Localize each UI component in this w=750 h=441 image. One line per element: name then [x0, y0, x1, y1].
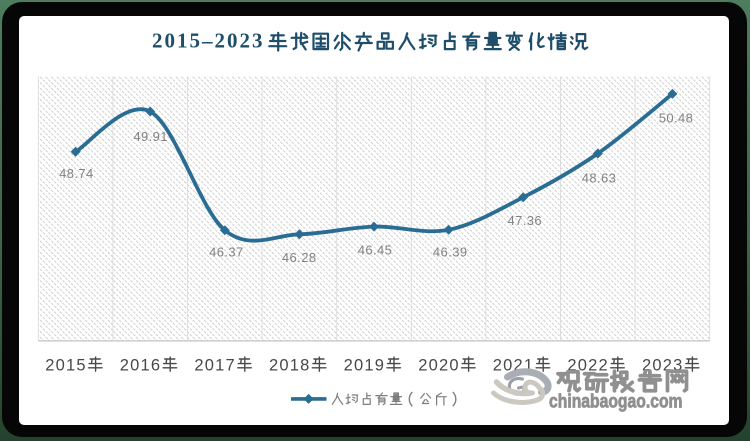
svg-text:2020: 2020 [418, 356, 460, 374]
svg-text:46.37: 46.37 [209, 245, 244, 260]
svg-text:2016: 2016 [120, 356, 162, 374]
svg-text:2015–2023: 2015–2023 [152, 29, 263, 53]
svg-text:2015: 2015 [45, 356, 87, 374]
svg-text:2019: 2019 [344, 356, 386, 374]
svg-text:49.91: 49.91 [133, 129, 168, 144]
svg-text:50.48: 50.48 [659, 110, 694, 125]
svg-text:47.36: 47.36 [508, 213, 543, 228]
svg-text:48.74: 48.74 [59, 166, 94, 181]
svg-text:46.45: 46.45 [358, 243, 393, 258]
svg-text:48.63: 48.63 [582, 171, 617, 186]
svg-text:2022: 2022 [567, 356, 609, 374]
svg-text:46.28: 46.28 [282, 250, 317, 265]
svg-text:46.39: 46.39 [433, 245, 468, 260]
svg-text:2017: 2017 [194, 356, 236, 374]
svg-text:chinabaogao.com: chinabaogao.com [549, 392, 683, 413]
svg-text:2018: 2018 [269, 356, 311, 374]
